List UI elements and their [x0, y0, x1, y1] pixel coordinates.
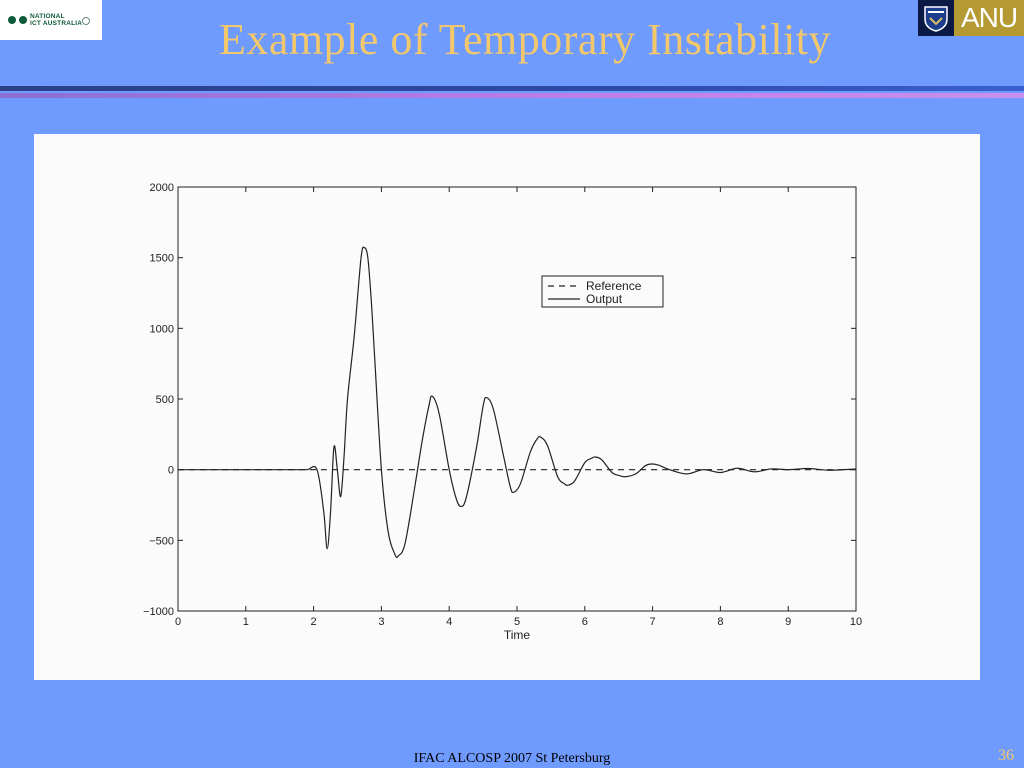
- anu-logo-text: ANU: [954, 0, 1024, 36]
- nicta-logo-line1: NATIONAL: [30, 13, 65, 20]
- y-tick-label: −1000: [143, 606, 174, 618]
- x-tick-label: 4: [446, 616, 452, 628]
- anu-crest-icon: [918, 0, 954, 36]
- x-tick-label: 10: [850, 616, 862, 628]
- nicta-logo: NATIONAL ICT AUSTRALIA: [0, 0, 102, 40]
- nicta-ring-icon: [82, 16, 91, 25]
- plot-area: [177, 186, 857, 612]
- x-tick-label: 0: [175, 616, 181, 628]
- series-line-output: [178, 246, 857, 558]
- x-axis-label: Time: [504, 628, 531, 642]
- legend-label-output: Output: [586, 292, 623, 306]
- legend-label-reference: Reference: [586, 279, 642, 293]
- x-tick-label: 5: [514, 616, 520, 628]
- slide-title: Example of Temporary Instability: [218, 15, 832, 64]
- y-tick-label: 1500: [150, 253, 174, 265]
- slide-footer: IFAC ALCOSP 2007 St Petersburg: [413, 751, 611, 766]
- y-tick-label: 1000: [150, 323, 174, 335]
- slide-page-number: 36: [998, 747, 1014, 764]
- anu-logo: ANU: [918, 0, 1024, 36]
- nicta-logo-icon: [8, 16, 27, 24]
- x-tick-label: 3: [378, 616, 384, 628]
- nicta-logo-line2: ICT AUSTRALIA: [30, 20, 83, 27]
- x-tick-label: 7: [650, 616, 656, 628]
- y-tick-label: 2000: [150, 182, 174, 194]
- y-tick-label: −500: [149, 535, 174, 547]
- y-tick-label: 0: [168, 465, 174, 477]
- x-tick-label: 8: [717, 616, 723, 628]
- x-tick-label: 9: [785, 616, 791, 628]
- header-divider: [0, 86, 1024, 98]
- y-tick-label: 500: [156, 394, 174, 406]
- legend-box: [541, 275, 664, 308]
- line-chart: 0 1 2 3 4 5 6 7 8 9 10 −1000 −500 0 500 1000 1500 2000 Re…: [143, 182, 862, 642]
- x-tick-label: 6: [582, 616, 588, 628]
- x-tick-label: 1: [243, 616, 249, 628]
- figure-panel: 0 1 2 3 4 5 6 7 8 9 10 −1000 −500 0 500 1000 1500 2000 Re…: [34, 134, 980, 680]
- x-tick-label: 2: [311, 616, 317, 628]
